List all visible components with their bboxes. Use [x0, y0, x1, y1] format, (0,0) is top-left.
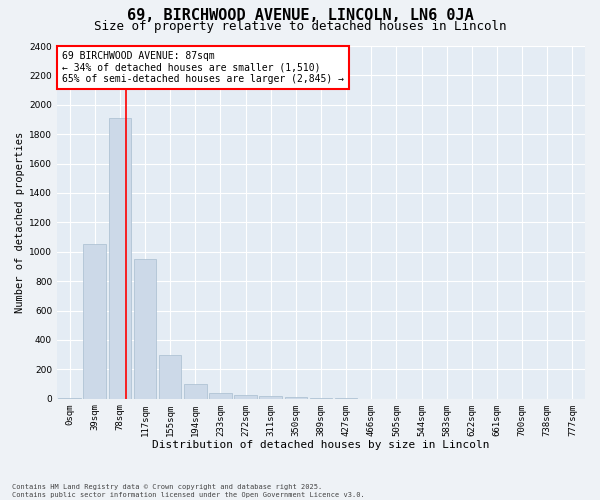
Text: Size of property relative to detached houses in Lincoln: Size of property relative to detached ho… — [94, 20, 506, 33]
Text: 69, BIRCHWOOD AVENUE, LINCOLN, LN6 0JA: 69, BIRCHWOOD AVENUE, LINCOLN, LN6 0JA — [127, 8, 473, 22]
Text: 69 BIRCHWOOD AVENUE: 87sqm
← 34% of detached houses are smaller (1,510)
65% of s: 69 BIRCHWOOD AVENUE: 87sqm ← 34% of deta… — [62, 52, 344, 84]
Bar — [134, 259, 157, 398]
Y-axis label: Number of detached properties: Number of detached properties — [15, 132, 25, 313]
X-axis label: Distribution of detached houses by size in Lincoln: Distribution of detached houses by size … — [152, 440, 490, 450]
Bar — [209, 393, 232, 398]
Text: Contains HM Land Registry data © Crown copyright and database right 2025.
Contai: Contains HM Land Registry data © Crown c… — [12, 484, 365, 498]
Bar — [83, 244, 106, 398]
Bar — [109, 118, 131, 398]
Bar — [259, 396, 282, 398]
Bar — [284, 396, 307, 398]
Bar — [184, 384, 206, 398]
Bar — [234, 395, 257, 398]
Bar — [159, 354, 181, 399]
